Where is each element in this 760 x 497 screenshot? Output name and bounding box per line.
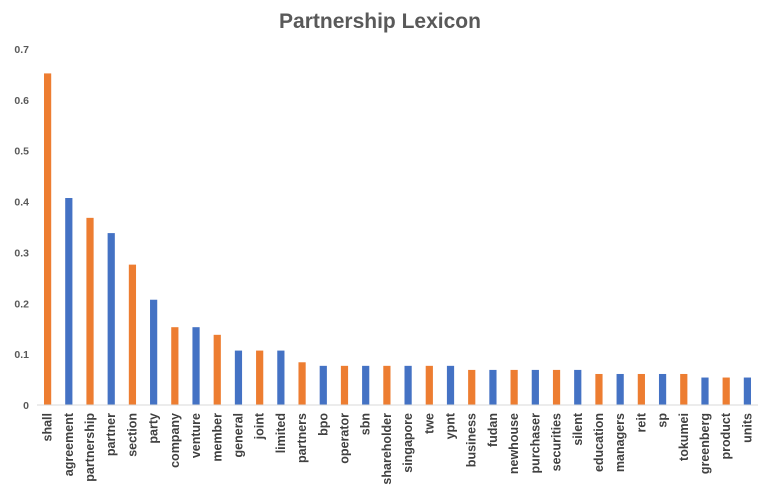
x-tick-label-bpo: bpo: [316, 413, 330, 436]
x-tick-label-newhouse: newhouse: [507, 413, 521, 474]
bar-joint: [256, 350, 264, 405]
bars: [43, 73, 752, 405]
y-tick-label: 0.5: [14, 146, 29, 158]
x-tick-label-operator: operator: [337, 413, 351, 464]
x-tick-label-sbn: sbn: [359, 413, 373, 435]
bar-company: [171, 327, 179, 405]
x-tick-label-party: party: [147, 413, 161, 444]
x-tick-label-units: units: [740, 413, 754, 443]
bar-fudan: [489, 369, 497, 405]
x-axis-labels: shall agreement partnership partner section p…: [41, 412, 755, 484]
bar-partner: [107, 233, 115, 405]
bar-newhouse: [510, 369, 518, 405]
y-tick-label: 0.1: [14, 349, 29, 361]
bar-limited: [277, 350, 285, 405]
y-tick-label: 0.3: [14, 247, 29, 259]
bar-tokumei: [680, 373, 688, 405]
bar-managers: [616, 373, 624, 405]
bar-units: [743, 377, 752, 405]
y-tick-label: 0: [23, 400, 29, 412]
bar-venture: [192, 327, 200, 405]
x-tick-label-ypnt: ypnt: [444, 412, 458, 439]
x-tick-label-greenberg: greenberg: [698, 413, 712, 474]
x-tick-label-education: education: [592, 413, 606, 472]
bar-product: [722, 377, 730, 405]
x-tick-label-product: product: [719, 412, 733, 459]
x-tick-label-general: general: [231, 413, 245, 457]
x-tick-label-twe: twe: [422, 413, 436, 434]
bar-reit: [637, 373, 645, 405]
bar-partners: [298, 362, 306, 405]
chart-title: Partnership Lexicon: [279, 10, 481, 33]
bar-operator: [340, 365, 349, 405]
bar-business: [468, 369, 476, 405]
x-tick-label-silent: silent: [571, 412, 585, 445]
x-tick-label-singapore: singapore: [401, 413, 415, 473]
bar-purchaser: [531, 369, 539, 405]
bar-greenberg: [701, 377, 709, 405]
x-tick-label-tokumei: tokumei: [677, 413, 691, 461]
bar-silent: [574, 369, 582, 405]
bar-securities: [552, 369, 561, 405]
x-tick-label-reit: reit: [634, 412, 648, 432]
y-tick-label: 0.4: [14, 197, 29, 209]
y-tick-label: 0.2: [14, 298, 29, 310]
x-tick-label-member: member: [210, 413, 224, 462]
bar-partnership: [86, 217, 94, 405]
bar-sbn: [362, 365, 370, 405]
x-tick-label-partners: partners: [295, 413, 309, 463]
y-axis: 0 0.1 0.2 0.3 0.4 0.5 0.6 0.7: [14, 44, 29, 412]
bar-twe: [425, 365, 433, 405]
bar-singapore: [404, 365, 412, 405]
x-tick-label-partner: partner: [104, 413, 118, 456]
x-tick-label-securities: securities: [550, 413, 564, 471]
bar-general: [234, 350, 243, 405]
x-tick-label-joint: joint: [253, 412, 267, 440]
x-tick-label-sp: sp: [656, 413, 670, 428]
bar-section: [128, 264, 137, 405]
bar-member: [213, 334, 221, 405]
x-tick-label-partnership: partnership: [83, 413, 97, 482]
x-tick-label-section: section: [125, 413, 139, 457]
x-tick-label-managers: managers: [613, 413, 627, 472]
x-tick-label-venture: venture: [189, 413, 203, 458]
x-tick-label-business: business: [465, 413, 479, 467]
bar-ypnt: [446, 365, 455, 405]
bar-shall: [43, 73, 52, 405]
y-tick-label: 0.6: [14, 95, 29, 107]
bar-agreement: [65, 198, 73, 405]
x-tick-label-agreement: agreement: [62, 412, 76, 476]
x-tick-label-fudan: fudan: [486, 413, 500, 447]
bar-education: [595, 373, 603, 405]
bar-sp: [658, 373, 667, 405]
bar-bpo: [319, 365, 327, 405]
bar-shareholder: [383, 365, 391, 405]
x-tick-label-shall: shall: [41, 413, 55, 442]
bar-party: [150, 299, 158, 405]
x-tick-label-shareholder: shareholder: [380, 413, 394, 485]
x-tick-label-purchaser: purchaser: [528, 413, 542, 474]
x-tick-label-company: company: [168, 413, 182, 468]
x-tick-label-limited: limited: [274, 413, 288, 453]
y-tick-label: 0.7: [14, 44, 29, 56]
